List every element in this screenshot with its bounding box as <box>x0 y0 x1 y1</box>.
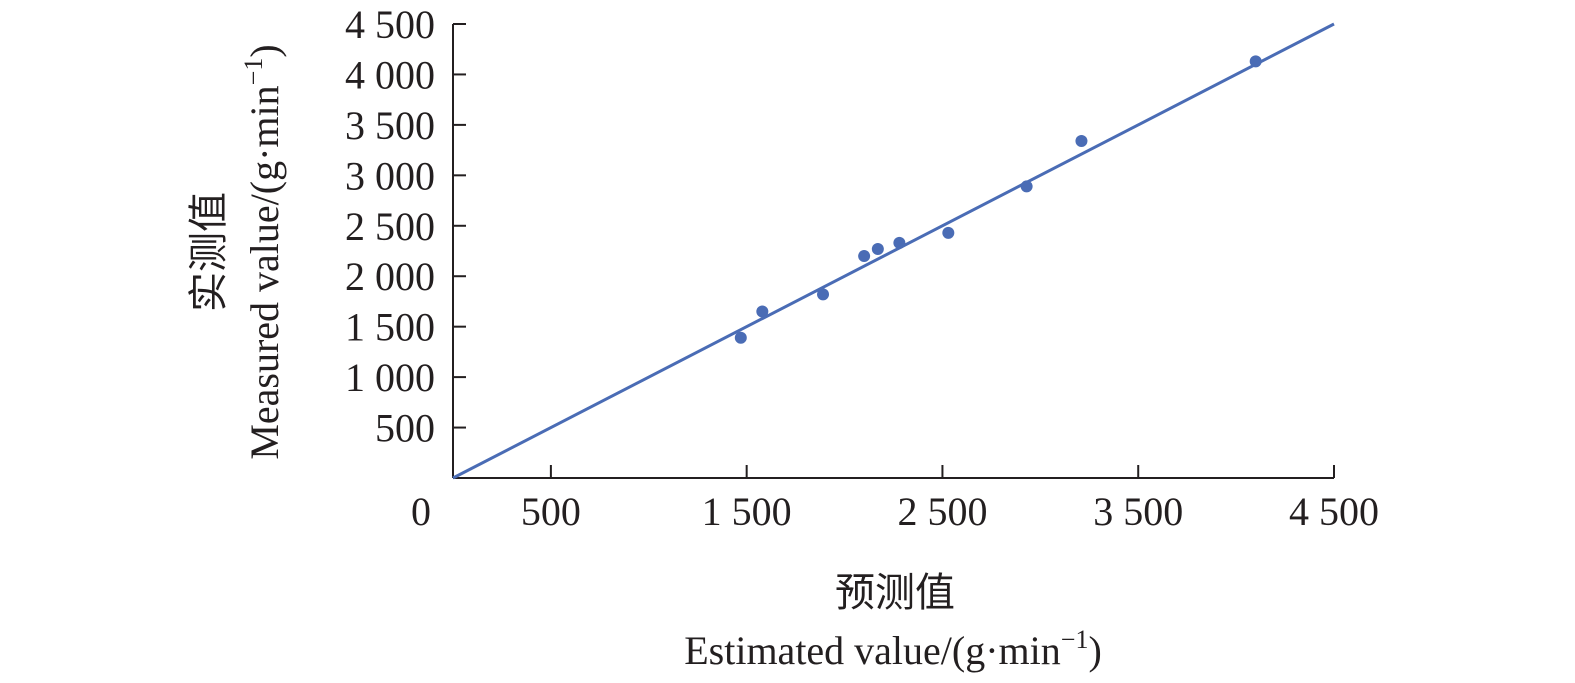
data-point <box>817 288 830 301</box>
y-tick-label: 1 500 <box>345 305 435 350</box>
data-point <box>942 226 955 239</box>
x-axis-ticks: 500 1 500 2 500 3 500 4 500 <box>521 465 1379 534</box>
y-tick-label: 2 500 <box>345 204 435 249</box>
data-points <box>734 55 1262 344</box>
y-tick-label: 3 500 <box>345 103 435 148</box>
y-axis-title-english-text: Measured value/(g·min <box>242 85 287 459</box>
y-axis-title-chinese-group: 实测值 <box>186 192 231 312</box>
y-tick-label: 3 000 <box>345 153 435 198</box>
x-tick-label: 500 <box>521 489 581 534</box>
x-axis-title-chinese: 预测值 <box>835 570 955 615</box>
x-tick-label: 4 500 <box>1289 489 1379 534</box>
data-point <box>1020 180 1033 193</box>
y-tick-label: 4 000 <box>345 52 435 97</box>
x-axis-title-english: Estimated value/(g·min−1) <box>684 625 1102 673</box>
data-point <box>1249 55 1262 68</box>
data-point <box>858 250 871 263</box>
y-tick-label: 4 500 <box>345 2 435 47</box>
y-tick-label: 500 <box>375 406 435 451</box>
x-tick-label: 2 500 <box>897 489 987 534</box>
data-point <box>893 236 906 249</box>
origin-tick-label: 0 <box>411 489 431 534</box>
data-point <box>756 305 769 318</box>
y-axis-title-english-group: Measured value/(g·min−1) <box>239 44 287 459</box>
x-axis-unit-close: ) <box>1088 628 1101 673</box>
data-point <box>1075 135 1088 148</box>
fit-line <box>452 22 1335 480</box>
y-axis-unit-exponent: −1 <box>239 58 268 86</box>
x-axis-title-english-text: Estimated value/(g·min <box>684 628 1061 673</box>
x-axis-unit-exponent: −1 <box>1061 625 1089 654</box>
y-axis-unit-close: ) <box>242 44 287 57</box>
data-point <box>871 242 884 255</box>
axes <box>452 24 1334 479</box>
y-axis-title-chinese: 实测值 <box>186 192 231 312</box>
y-axis-title-english: Measured value/(g·min−1) <box>239 44 287 459</box>
x-tick-label: 3 500 <box>1093 489 1183 534</box>
y-tick-label: 1 000 <box>345 355 435 400</box>
y-tick-label: 2 000 <box>345 254 435 299</box>
y-axis-ticks: 500 1 000 1 500 2 000 2 500 3 000 3 500 4 000 4 … <box>345 2 466 451</box>
x-tick-label: 1 500 <box>702 489 792 534</box>
data-point <box>734 331 747 344</box>
